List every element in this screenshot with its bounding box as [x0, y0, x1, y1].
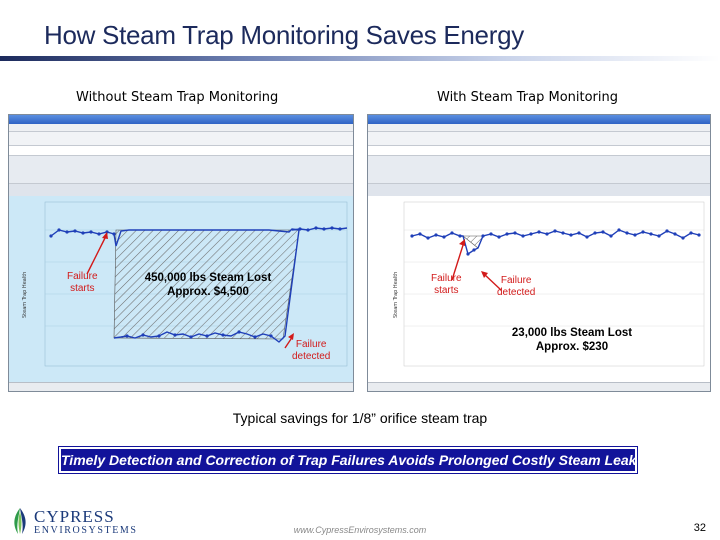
failure-starts-arrow-right — [451, 241, 465, 281]
failure-starts-arrow-left — [86, 233, 108, 275]
logo-subtitle: ENVIROSYSTEMS — [34, 525, 138, 536]
window-titlebar — [368, 115, 710, 124]
window-statusbar — [368, 382, 710, 391]
failure-detected-arrow-right — [483, 273, 502, 291]
window-titlebar — [9, 115, 353, 124]
caption: Typical savings for 1/8” orifice steam t… — [232, 410, 488, 426]
window-addressbar — [9, 146, 353, 156]
left-panel-label: Without Steam Trap Monitoring — [76, 90, 279, 105]
right-panel-label: With Steam Trap Monitoring — [437, 90, 619, 105]
banner: Timely Detection and Correction of Trap … — [58, 446, 644, 474]
window-toolbar — [9, 132, 353, 146]
window-form — [368, 156, 710, 184]
right-browser-screenshot — [367, 114, 711, 392]
slide-title: How Steam Trap Monitoring Saves Energy — [44, 20, 524, 50]
window-addressbar — [368, 146, 710, 156]
graph-header — [9, 184, 353, 196]
left-browser-screenshot — [8, 114, 354, 392]
graph-area — [9, 196, 353, 382]
left-y-axis-label: Steam Trap Health — [22, 271, 28, 318]
footer-url[interactable]: www.CypressEnvirosystems.com — [293, 525, 427, 535]
title-rule — [0, 56, 720, 61]
logo-name: CYPRESS — [34, 507, 115, 526]
window-form — [9, 156, 353, 184]
left-failure-starts-annotation: Failure starts — [67, 271, 98, 294]
right-failure-detected-annotation: Failure detected — [497, 275, 536, 298]
window-menubar — [9, 124, 353, 132]
right-failure-starts-annotation: Failure starts — [431, 273, 462, 296]
left-graph-svg — [44, 201, 348, 367]
cypress-logo-icon — [14, 508, 26, 534]
window-statusbar — [9, 382, 353, 391]
right-graph-svg — [403, 201, 705, 367]
left-loss-annotation: 450,000 lbs Steam Lost Approx. $4,500 — [144, 272, 272, 298]
right-loss-annotation: 23,000 lbs Steam Lost Approx. $230 — [511, 327, 633, 353]
window-toolbar — [368, 132, 710, 146]
left-failure-detected-annotation: Failure detected — [292, 339, 331, 362]
window-menubar — [368, 124, 710, 132]
graph-area — [368, 196, 710, 382]
graph-header — [368, 184, 710, 196]
right-y-axis-label: Steam Trap Health — [393, 271, 399, 318]
page-number: 32 — [693, 522, 706, 534]
